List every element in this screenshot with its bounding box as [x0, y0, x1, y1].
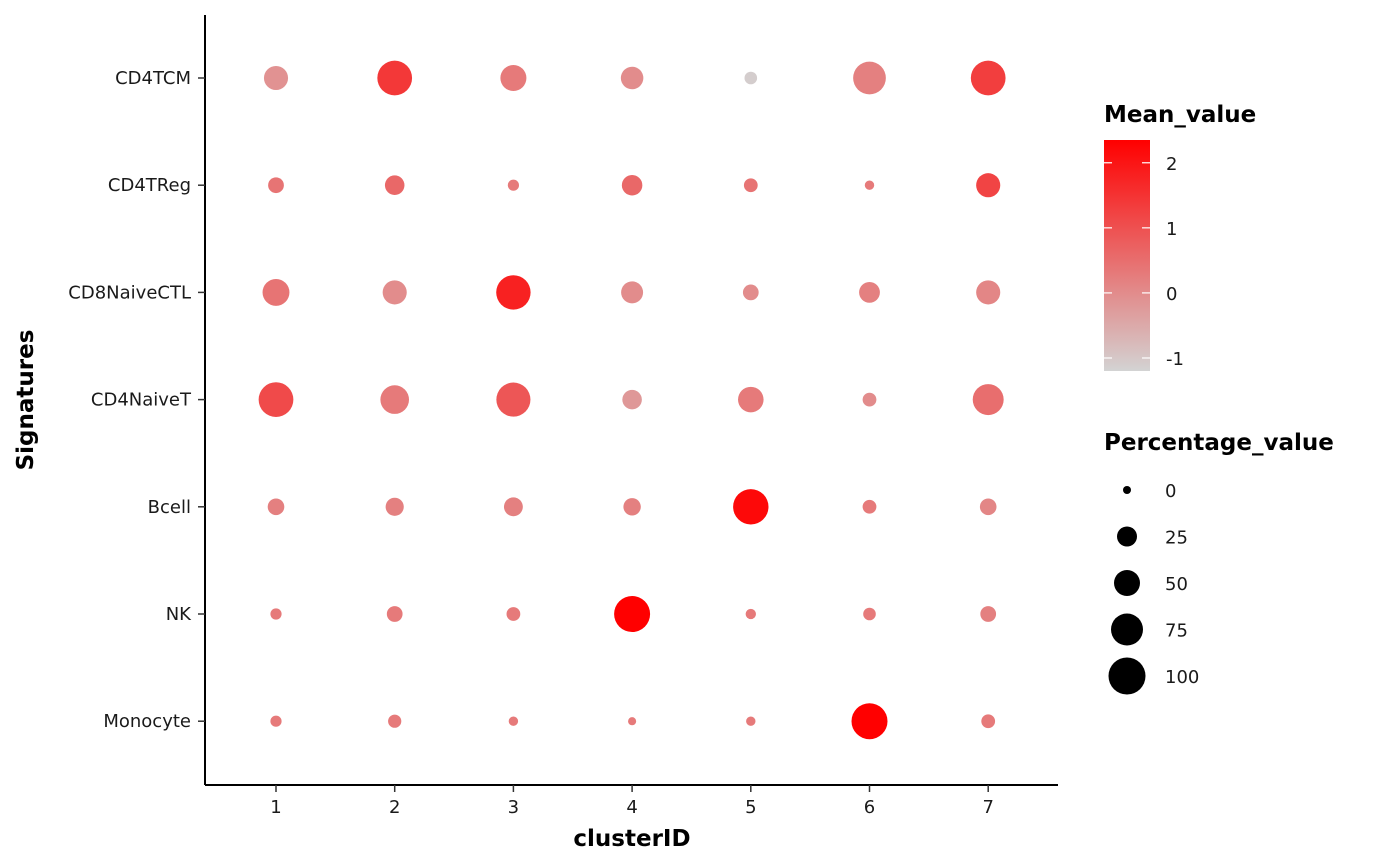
data-point	[745, 608, 756, 620]
size-legend-label: 25	[1165, 528, 1188, 549]
y-tick-label: CD4TCM	[115, 68, 191, 89]
size-legend-label: 50	[1165, 574, 1188, 595]
size-legend-label: 75	[1165, 621, 1188, 642]
data-point	[507, 179, 519, 191]
data-point	[738, 386, 764, 413]
size-legend-dot	[1123, 486, 1131, 494]
data-point	[862, 392, 877, 407]
data-point	[628, 717, 637, 726]
y-tick-label: CD8NaiveCTL	[68, 282, 191, 303]
data-point	[614, 596, 651, 632]
data-point	[506, 607, 521, 621]
data-point	[979, 498, 997, 516]
data-point	[508, 716, 519, 726]
data-point	[377, 60, 413, 96]
data-point	[385, 497, 404, 516]
x-tick-label: 3	[508, 797, 519, 818]
data-point	[621, 281, 644, 304]
data-point	[270, 715, 282, 727]
x-tick-label: 6	[864, 797, 875, 818]
x-tick-label: 2	[389, 797, 400, 818]
y-tick-label: Monocyte	[103, 711, 191, 732]
size-legend-dot	[1114, 570, 1140, 596]
color-legend-bar	[1104, 140, 1150, 371]
data-point	[972, 384, 1004, 416]
data-point	[981, 714, 996, 729]
data-point	[863, 607, 876, 621]
y-axis-title: Signatures	[13, 330, 39, 471]
data-point	[380, 385, 410, 414]
data-point	[500, 64, 527, 92]
size-legend-dot	[1111, 613, 1143, 646]
data-point	[620, 66, 644, 90]
data-point	[496, 382, 531, 417]
data-point	[621, 174, 643, 196]
data-point	[980, 606, 997, 622]
size-legend-dot	[1117, 526, 1137, 547]
y-tick-label: Bcell	[148, 497, 191, 518]
color-legend-title: Mean_value	[1104, 102, 1256, 128]
size-legend: Percentage_value 0 25 50 75 100	[1104, 430, 1334, 695]
data-point	[859, 281, 880, 303]
color-legend-ticks: -1 0 1 2	[1104, 154, 1184, 370]
data-point	[744, 71, 758, 85]
color-tick-label: 1	[1166, 219, 1177, 240]
data-point	[851, 703, 888, 740]
color-tick-label: -1	[1166, 349, 1184, 370]
size-legend-label: 100	[1165, 667, 1199, 688]
color-legend: Mean_value -1 0 1 2	[1104, 102, 1256, 371]
data-point	[733, 489, 769, 525]
data-point	[862, 499, 877, 514]
data-point	[976, 173, 1001, 198]
data-point	[262, 278, 290, 306]
data-point	[268, 177, 284, 194]
x-axis-ticks: 1 2 3 4 5 6 7	[270, 785, 994, 818]
x-tick-label: 1	[270, 797, 281, 818]
data-point	[382, 280, 407, 305]
data-points	[258, 60, 1006, 740]
x-tick-label: 5	[745, 797, 756, 818]
size-legend-dot	[1108, 657, 1146, 695]
x-axis-title: clusterID	[573, 826, 690, 852]
data-point	[384, 175, 405, 195]
size-legend-label: 0	[1165, 481, 1176, 502]
data-point	[746, 716, 756, 726]
data-point	[503, 497, 523, 517]
data-point	[270, 608, 282, 620]
data-point	[258, 382, 294, 417]
x-tick-label: 7	[982, 797, 993, 818]
y-tick-label: CD4NaiveT	[91, 390, 192, 411]
data-point	[496, 275, 531, 310]
color-tick-label: 0	[1166, 284, 1177, 305]
data-point	[864, 180, 875, 190]
data-point	[388, 714, 402, 728]
data-point	[386, 606, 403, 622]
color-tick-label: 2	[1166, 154, 1177, 175]
x-tick-label: 4	[626, 797, 637, 818]
data-point	[976, 280, 1001, 305]
data-point	[970, 60, 1006, 96]
size-legend-items: 0 25 50 75 100	[1108, 481, 1199, 695]
data-point	[743, 178, 758, 193]
data-point	[742, 284, 759, 301]
data-point	[263, 65, 289, 91]
data-point	[853, 61, 886, 95]
y-axis-ticks: CD4TCM CD4TReg CD8NaiveCTL CD4NaiveT Bcell NK…	[68, 68, 205, 732]
y-tick-label: CD4TReg	[108, 175, 191, 196]
data-point	[622, 389, 642, 410]
data-point	[623, 498, 641, 516]
size-legend-title: Percentage_value	[1104, 430, 1334, 456]
y-tick-label: NK	[166, 604, 192, 625]
data-point	[267, 498, 285, 516]
